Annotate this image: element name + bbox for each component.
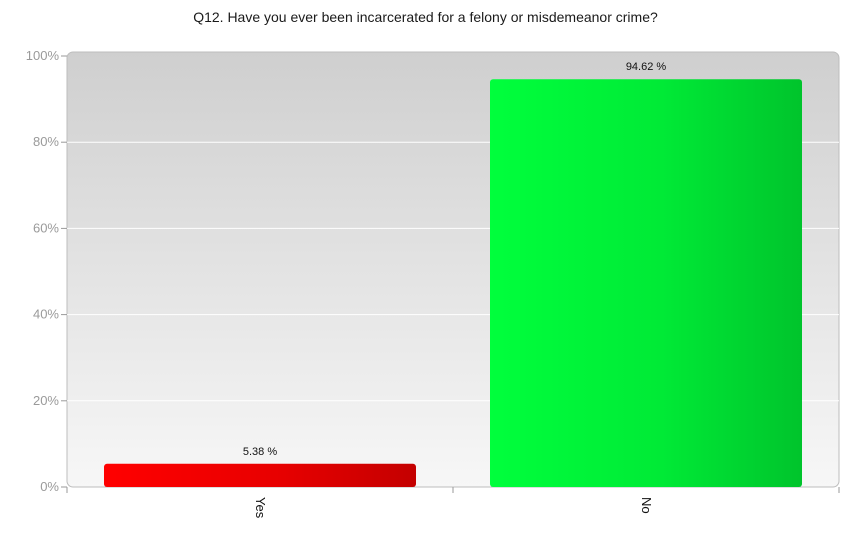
bar-yes <box>104 463 416 487</box>
y-tick-label: 100% <box>26 48 60 63</box>
x-tick-label: No <box>639 497 654 514</box>
y-tick-label: 0% <box>40 479 59 494</box>
x-axis: Yes No <box>66 487 840 519</box>
x-tick-label: Yes <box>253 497 268 519</box>
bars <box>104 79 802 487</box>
data-label-yes: 5.38 % <box>243 446 277 458</box>
y-tick-label: 80% <box>33 134 59 149</box>
bar-no <box>490 79 802 487</box>
y-tick-label: 20% <box>33 393 59 408</box>
chart-title: Q12. Have you ever been incarcerated for… <box>193 9 658 25</box>
y-tick-label: 60% <box>33 220 59 235</box>
y-axis-ticks: 0% 20% 40% 60% 80% 100% <box>26 48 67 494</box>
data-label-no: 94.62 % <box>626 61 667 73</box>
y-tick-label: 40% <box>33 307 59 322</box>
data-labels: 5.38 % 94.62 % <box>243 61 667 458</box>
